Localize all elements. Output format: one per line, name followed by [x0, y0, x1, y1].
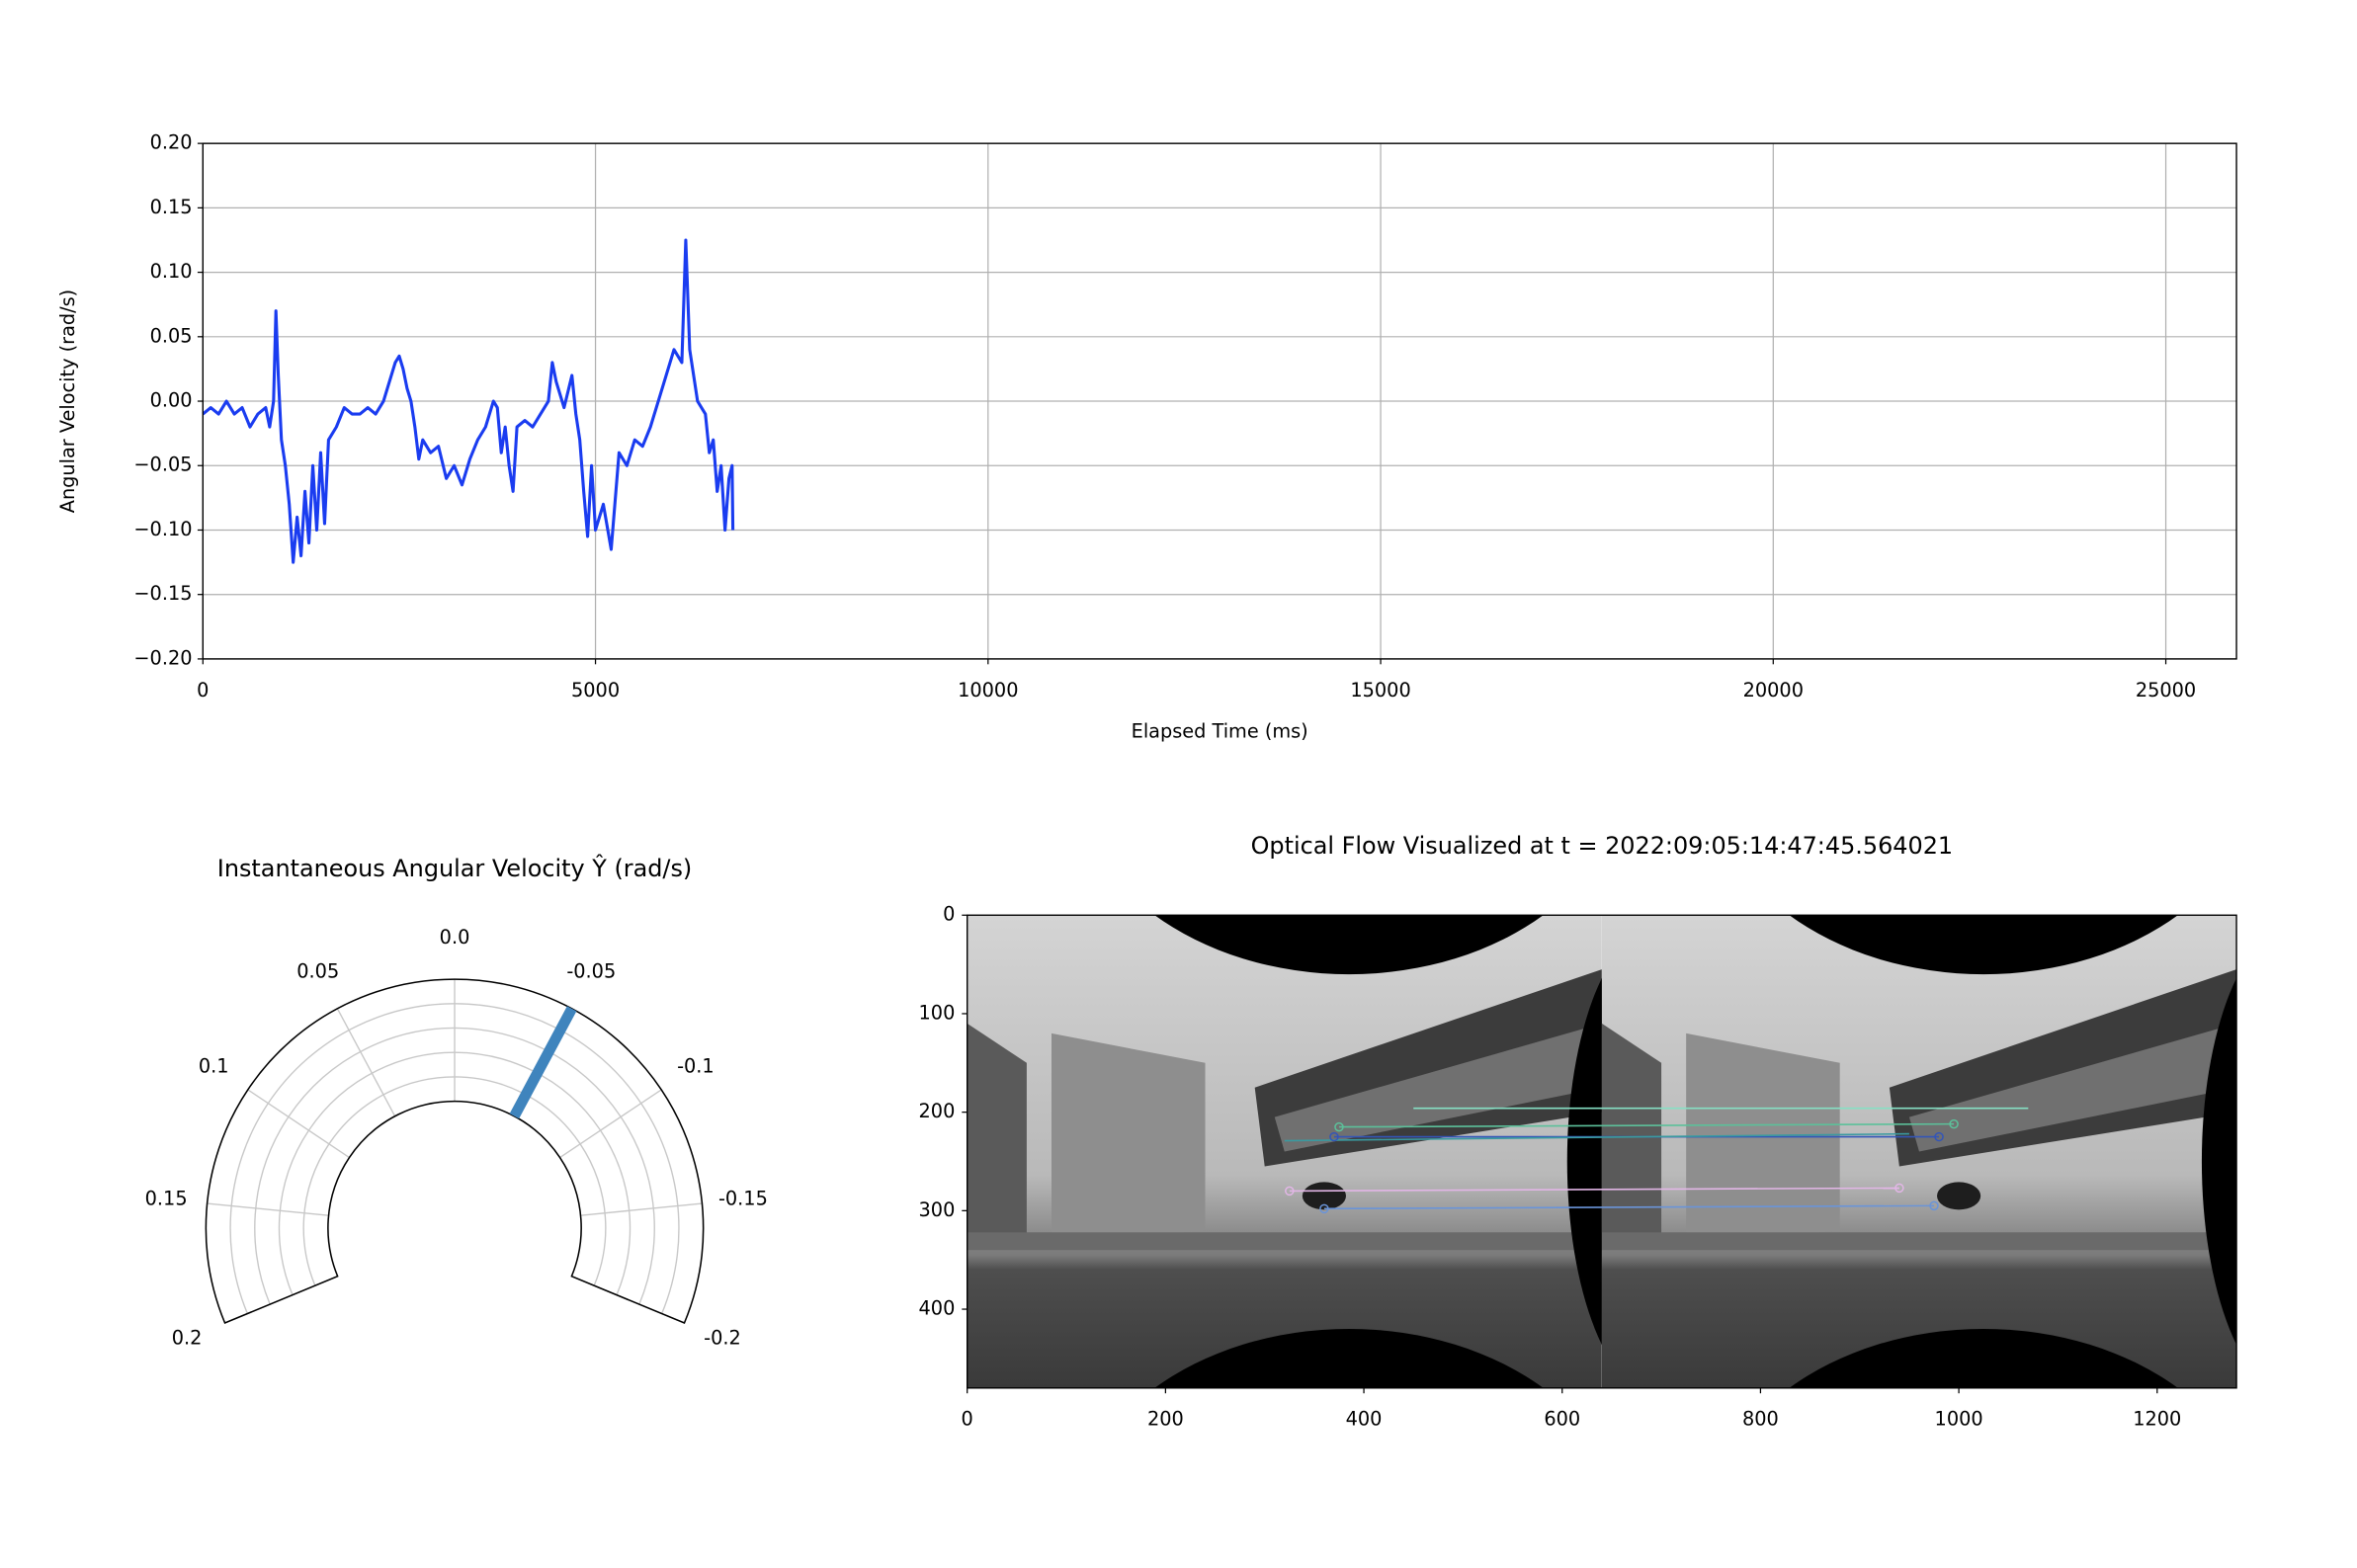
- x-tick-label: 200: [1147, 1408, 1184, 1431]
- y-tick-label: 100: [919, 1001, 956, 1024]
- optical-flow-image: [968, 560, 2357, 1568]
- y-tick-label: −0.20: [133, 646, 192, 669]
- angular-grid: [559, 1089, 662, 1159]
- gauge-outline: [205, 978, 705, 1325]
- y-axis-label: Angular Velocity (rad/s): [56, 289, 79, 513]
- y-tick-label: 0: [943, 903, 955, 926]
- y-tick-label: −0.05: [133, 454, 192, 476]
- theta-tick-label: -0.15: [718, 1187, 768, 1209]
- x-tick-label: 1200: [2133, 1408, 2181, 1431]
- x-tick-label: 10000: [958, 679, 1018, 701]
- x-tick-label: 0: [197, 679, 209, 701]
- axes-frame: [967, 914, 2237, 1389]
- x-tick-label: 15000: [1350, 679, 1410, 701]
- x-tick-label: 20000: [1743, 679, 1804, 701]
- theta-tick-label: 0.15: [145, 1187, 188, 1209]
- theta-tick-label: 0.05: [296, 960, 339, 983]
- data-line: [202, 238, 735, 564]
- y-tick-label: 0.00: [150, 389, 193, 412]
- y-tick-label: 400: [919, 1297, 956, 1320]
- axes-frame: [202, 142, 2237, 660]
- y-tick-label: 0.15: [150, 196, 193, 218]
- feature-points: [1285, 1118, 1959, 1214]
- radial-grid: [302, 1076, 607, 1286]
- feature-matches: [1284, 1107, 2029, 1210]
- image-title: Optical Flow Visualized at t = 2022:09:0…: [1251, 832, 1954, 860]
- theta-tick-label: 0.0: [440, 926, 470, 949]
- y-tick-label: 0.10: [150, 260, 193, 283]
- y-tick-label: 0.05: [150, 324, 193, 347]
- theta-tick-label: -0.2: [704, 1326, 741, 1349]
- x-axis-label: Elapsed Time (ms): [1132, 720, 1308, 743]
- angular-grid: [580, 1202, 703, 1216]
- x-tick-label: 0: [962, 1408, 973, 1431]
- angular-grid: [247, 1089, 350, 1159]
- theta-tick-label: 0.1: [199, 1054, 229, 1077]
- gauge-title: Instantaneous Angular Velocity Ŷ (rad/s): [217, 853, 693, 882]
- needle: [509, 1006, 577, 1119]
- x-tick-label: 400: [1346, 1408, 1383, 1431]
- angular-grid: [336, 1008, 396, 1117]
- x-tick-label: 1000: [1935, 1408, 1983, 1431]
- x-tick-label: 600: [1544, 1408, 1580, 1431]
- y-tick-label: 200: [919, 1100, 956, 1122]
- theta-tick-label: -0.05: [566, 960, 616, 983]
- y-tick-label: −0.10: [133, 518, 192, 540]
- angular-grid: [207, 1202, 329, 1216]
- y-tick-label: 0.20: [150, 131, 193, 154]
- theta-tick-label: 0.2: [172, 1326, 203, 1349]
- y-tick-label: −0.15: [133, 582, 192, 605]
- x-tick-label: 25000: [2136, 679, 2196, 701]
- y-tick-label: 300: [919, 1198, 956, 1221]
- x-tick-label: 800: [1742, 1408, 1779, 1431]
- x-tick-label: 5000: [571, 679, 620, 701]
- theta-tick-label: -0.1: [677, 1054, 715, 1077]
